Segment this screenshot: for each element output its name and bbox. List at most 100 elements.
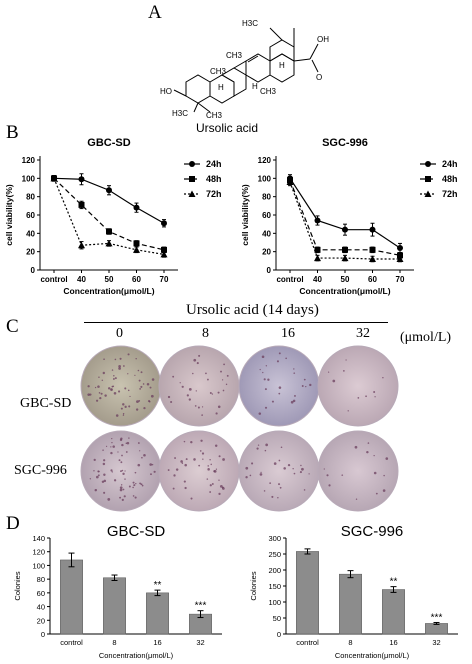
- colony-dot: [87, 385, 90, 388]
- colony-dot: [200, 439, 203, 442]
- colony-dot: [345, 359, 347, 361]
- colony-dot: [186, 394, 189, 397]
- colony-dot: [103, 491, 106, 494]
- ursolic-acid-structure: H3C H CH3 H OH CH3 H CH3 HO H3C CH3 O: [160, 19, 329, 120]
- colony-dot: [210, 463, 212, 466]
- data-point: [78, 176, 85, 183]
- significance-marker: ***: [431, 612, 443, 623]
- colony-dot: [137, 369, 140, 372]
- colony-dot: [97, 470, 100, 473]
- y-tick-label: 40: [26, 229, 35, 238]
- colony-dot: [124, 470, 126, 472]
- culture-dish: [158, 345, 240, 427]
- colony-dot: [374, 396, 376, 398]
- y-tick-label: 120: [22, 156, 36, 165]
- colony-dot: [193, 358, 197, 362]
- x-tick-label: 32: [432, 638, 440, 647]
- legend-label: 72h: [206, 189, 222, 199]
- molecule-name: Ursolic acid: [196, 121, 259, 135]
- data-point: [189, 161, 195, 167]
- colony-dot: [222, 458, 225, 461]
- colony-dot: [153, 470, 156, 473]
- colony-dot: [112, 445, 115, 448]
- colony-dot: [193, 458, 196, 461]
- colony-dot: [220, 370, 222, 373]
- culture-dish: [238, 345, 320, 427]
- colony-dot: [278, 483, 281, 486]
- panel-label-d: D: [6, 513, 20, 534]
- colony-dot: [128, 485, 131, 488]
- colony-dot: [137, 463, 141, 467]
- colony-dot: [112, 378, 115, 380]
- colony-dot: [271, 495, 274, 498]
- atom-label: H: [252, 82, 258, 91]
- y-tick-label: 100: [32, 561, 45, 570]
- colony-dot: [367, 442, 370, 444]
- y-tick-label: 100: [258, 174, 272, 183]
- x-tick-label: 40: [313, 275, 322, 284]
- colony-dot: [190, 440, 193, 444]
- x-axis-label: Concentration(μmol/L): [63, 286, 154, 296]
- colony-dot: [175, 468, 179, 471]
- colony-dot: [111, 438, 113, 440]
- atom-label: HO: [160, 87, 172, 96]
- colony-dot: [124, 405, 127, 408]
- colony-dot: [110, 446, 112, 448]
- colony-dot: [121, 469, 124, 472]
- colony-dot: [201, 414, 203, 416]
- y-tick-label: 0: [267, 266, 272, 275]
- colony-dot: [97, 474, 100, 477]
- colony-dot: [121, 454, 123, 457]
- colony-dot: [366, 450, 369, 454]
- y-tick-label: 80: [262, 193, 271, 202]
- colony-dot: [132, 481, 135, 484]
- colony-dot: [375, 492, 378, 495]
- colony-dot: [119, 488, 123, 492]
- data-point: [78, 201, 85, 208]
- concentration-label: 8: [202, 326, 209, 341]
- colony-dot: [94, 386, 97, 389]
- colony-dot: [101, 480, 105, 484]
- colony-dot: [124, 387, 127, 390]
- colony-dot: [143, 453, 146, 457]
- colony-dot: [93, 470, 95, 472]
- colony-dot: [383, 474, 385, 477]
- colony-dot: [258, 412, 262, 415]
- colony-dot: [278, 352, 281, 355]
- colony-dot: [305, 385, 307, 388]
- concentration-label: 0: [116, 326, 123, 341]
- colony-dot: [99, 396, 102, 400]
- culture-dish: [158, 430, 240, 512]
- colony-dot: [373, 471, 377, 475]
- y-tick-label: 50: [273, 614, 281, 623]
- colony-dot: [214, 444, 218, 447]
- data-point: [425, 161, 431, 167]
- colony-dot: [269, 482, 272, 485]
- colony-dot: [206, 378, 209, 381]
- data-point: [106, 228, 112, 235]
- colony-dot: [89, 478, 92, 480]
- colony-dot: [127, 353, 130, 356]
- y-tick-label: 150: [268, 582, 281, 591]
- colony-dot: [226, 374, 229, 377]
- colony-dot: [170, 400, 173, 404]
- y-tick-label: 0: [41, 630, 45, 639]
- data-point: [314, 246, 321, 253]
- colony-dot: [122, 488, 125, 491]
- colony-dot: [138, 399, 141, 402]
- colony-dot: [97, 385, 100, 388]
- chart-title: GBC-SD: [87, 137, 130, 149]
- data-point: [369, 226, 376, 233]
- colony-dot: [118, 367, 121, 370]
- colony-dot: [223, 363, 225, 366]
- colony-dot: [299, 471, 302, 474]
- colony-dot: [127, 373, 129, 375]
- data-point: [133, 240, 140, 247]
- colony-dot: [136, 400, 139, 403]
- atom-label: CH3: [206, 111, 223, 120]
- colony-dot: [245, 476, 248, 479]
- atom-label: H: [279, 61, 285, 70]
- colony-dot: [205, 372, 207, 375]
- series-line: [289, 178, 401, 249]
- bar: [296, 551, 319, 635]
